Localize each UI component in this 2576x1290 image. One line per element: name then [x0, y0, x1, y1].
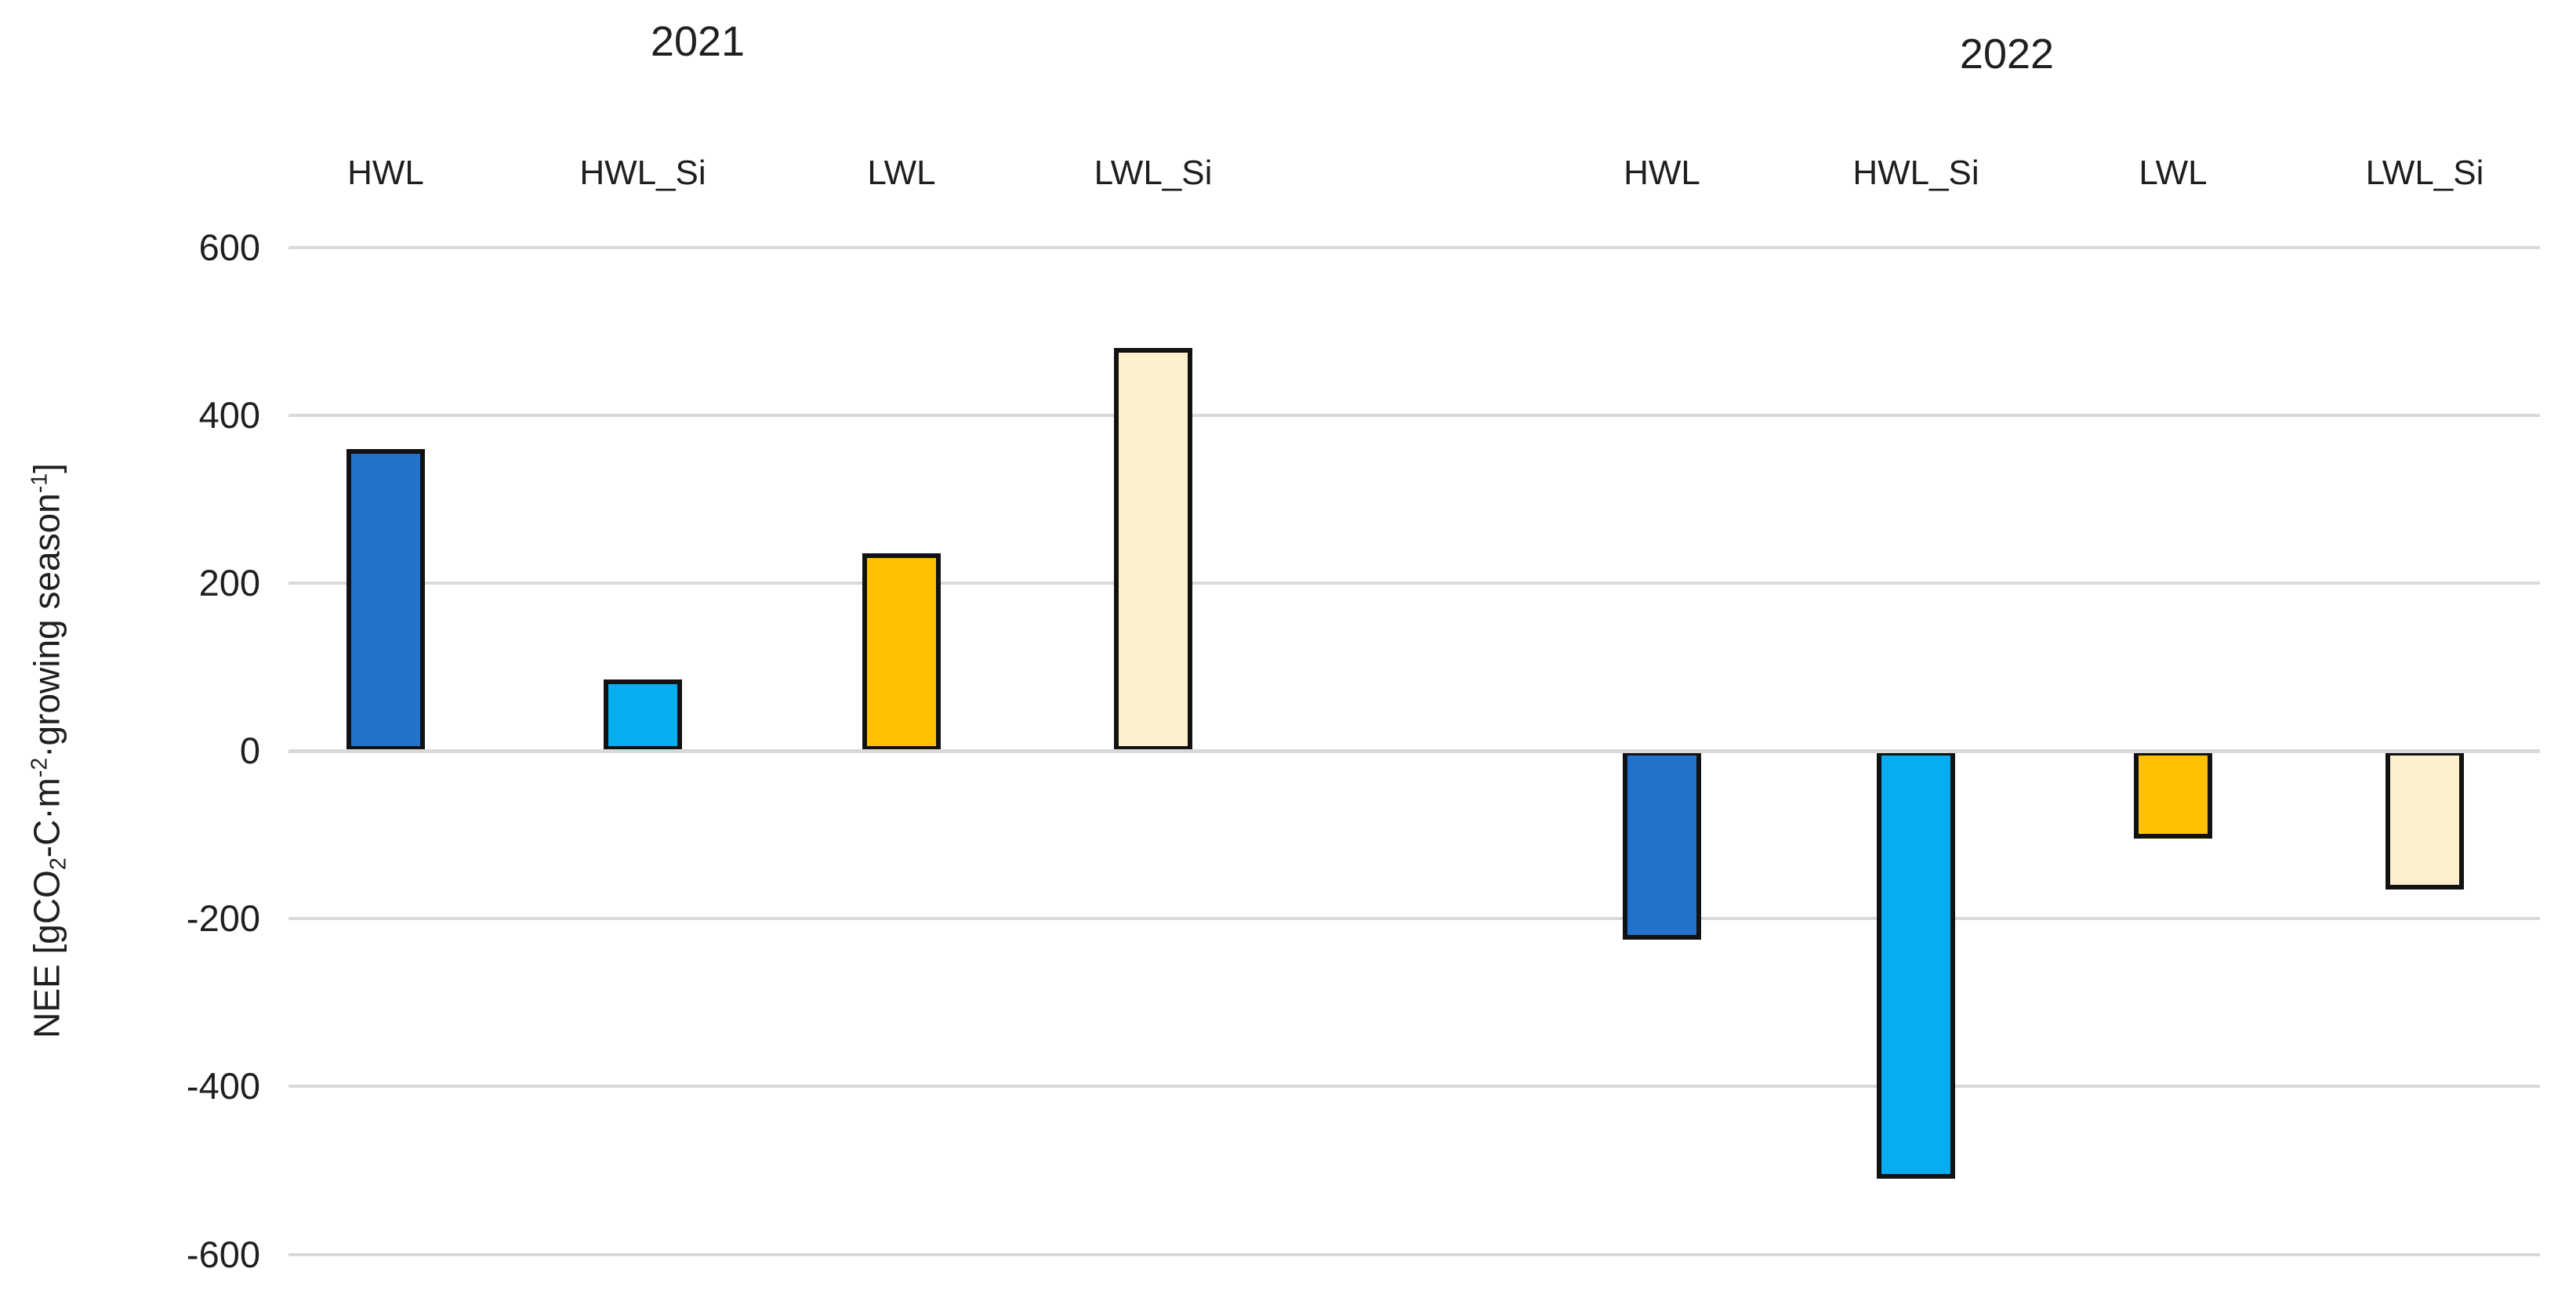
bar-2021-LWL_Si — [1114, 348, 1192, 751]
bar-2021-LWL — [862, 553, 941, 751]
column-label-2021-LWL_Si: LWL_Si — [1094, 154, 1213, 192]
gridline--200 — [288, 917, 2540, 921]
gridline--600 — [288, 1252, 2540, 1256]
y-tick-label--400: -400 — [186, 1065, 260, 1107]
bar-2021-HWL_Si — [604, 679, 682, 751]
y-tick-label-200: 200 — [198, 561, 260, 603]
group-title-2021: 2021 — [650, 18, 746, 65]
column-label-2022-HWL_Si: HWL_Si — [1852, 154, 1979, 192]
column-label-2022-LWL: LWL — [2139, 154, 2208, 192]
y-axis-label-part: -C·m — [26, 777, 67, 858]
bar-2022-HWL — [1623, 751, 1701, 940]
y-tick-label--600: -600 — [186, 1233, 260, 1275]
bar-2022-LWL — [2134, 751, 2212, 839]
column-label-2022-HWL: HWL — [1624, 154, 1700, 192]
bar-2022-HWL_Si — [1877, 751, 1955, 1179]
bar-2021-HWL — [346, 448, 425, 751]
group-title-2022: 2022 — [1959, 31, 2055, 78]
y-axis-label-part: ] — [26, 463, 67, 473]
bar-2022-LWL_Si — [2386, 751, 2464, 890]
y-axis-label-part: ·growing season — [26, 493, 67, 758]
y-axis-label-part: -1 — [27, 473, 53, 494]
y-tick-label-400: 400 — [198, 393, 260, 436]
gridline--400 — [288, 1085, 2540, 1089]
column-label-2021-LWL: LWL — [867, 154, 936, 192]
y-axis-label-part: 2 — [45, 857, 71, 871]
y-tick-label-600: 600 — [198, 226, 260, 268]
y-axis-label-part: NEE [gCO — [26, 870, 67, 1038]
column-label-2021-HWL: HWL — [347, 154, 424, 192]
column-label-2021-HWL_Si: HWL_Si — [579, 154, 706, 192]
column-label-2022-LWL_Si: LWL_Si — [2365, 154, 2484, 192]
gridline-400 — [288, 413, 2540, 417]
y-tick-label--200: -200 — [186, 897, 260, 940]
gridline-600 — [288, 245, 2540, 249]
y-tick-label-0: 0 — [239, 730, 260, 771]
zero-gridline — [288, 749, 2540, 753]
gridline-200 — [288, 581, 2540, 585]
